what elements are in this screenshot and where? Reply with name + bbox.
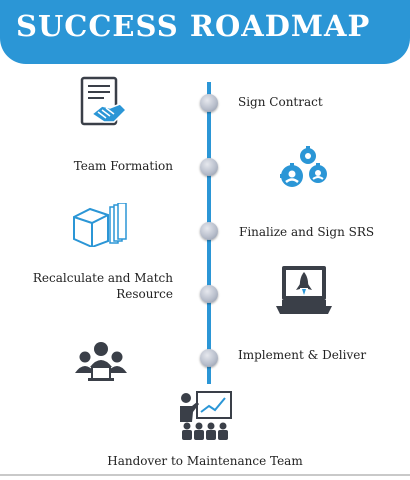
timeline-dot-3 — [200, 222, 218, 240]
handshake-contract-icon — [76, 74, 128, 136]
step-label-recalculate: Recalculate and Match Resource — [20, 270, 173, 302]
timeline-dot-5 — [200, 349, 218, 367]
presentation-icon — [177, 390, 233, 446]
rocket-laptop-icon — [276, 262, 332, 320]
header-banner: SUCCESS ROADMAP — [0, 0, 410, 64]
step-label-recalculate-line2: Resource — [116, 287, 173, 301]
step-label-recalculate-line1: Recalculate and Match — [32, 271, 173, 285]
timeline-dot-1 — [200, 94, 218, 112]
step-label-implement: Implement & Deliver — [238, 348, 367, 362]
timeline-dot-4 — [200, 285, 218, 303]
page-title: SUCCESS ROADMAP — [16, 9, 371, 43]
bottom-divider — [0, 474, 410, 476]
step-label-sign-contract: Sign Contract — [238, 95, 323, 109]
step-label-handover: Handover to Maintenance Team — [107, 454, 303, 468]
team-gears-icon — [278, 146, 330, 196]
step-label-finalize-srs: Finalize and Sign SRS — [239, 225, 375, 239]
step-label-team-formation: Team Formation — [73, 159, 173, 173]
team-meeting-icon — [72, 341, 130, 387]
document-box-icon — [70, 202, 128, 251]
timeline-dot-2 — [200, 158, 218, 176]
